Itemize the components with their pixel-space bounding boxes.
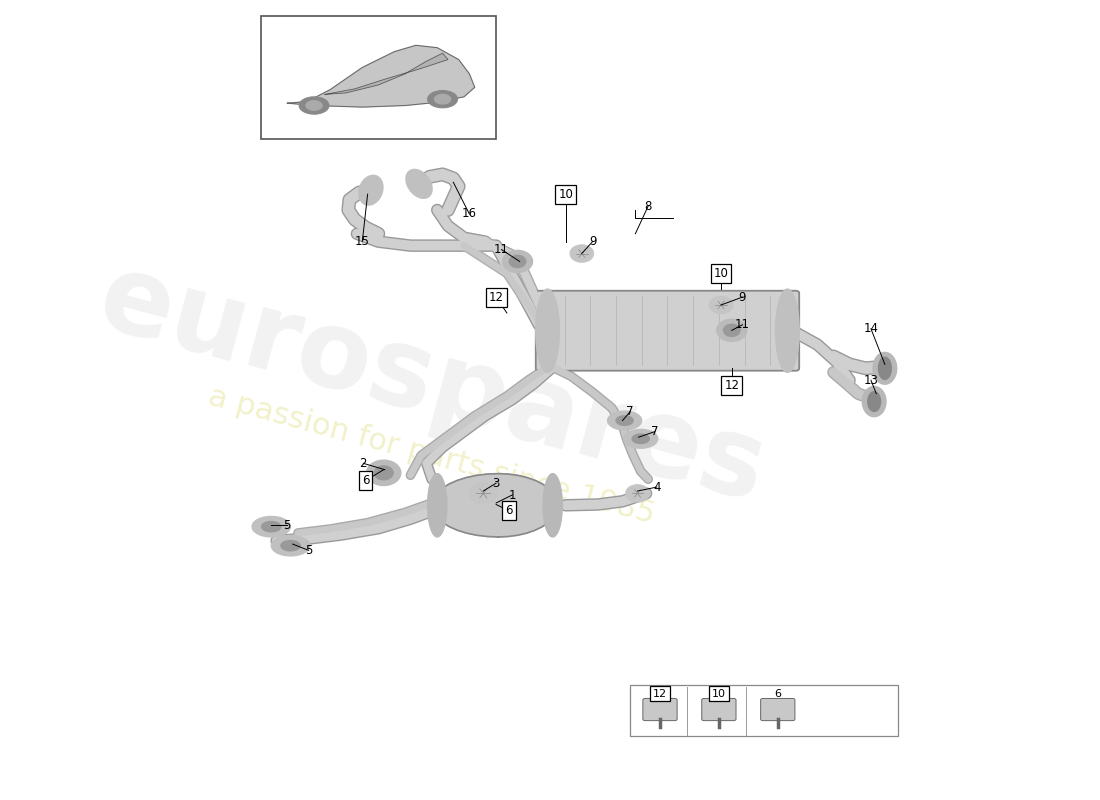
Circle shape (470, 483, 497, 504)
Ellipse shape (428, 90, 458, 108)
Text: 11: 11 (735, 318, 750, 331)
Text: 7: 7 (626, 406, 634, 418)
Ellipse shape (632, 434, 649, 443)
Ellipse shape (862, 386, 886, 417)
Text: 12: 12 (488, 290, 504, 303)
FancyBboxPatch shape (702, 698, 736, 721)
Text: 5: 5 (305, 544, 312, 557)
Text: 6: 6 (362, 474, 370, 487)
Ellipse shape (272, 535, 310, 556)
Text: 10: 10 (714, 267, 728, 280)
Text: 13: 13 (864, 374, 879, 386)
Polygon shape (324, 54, 448, 94)
Text: 12: 12 (653, 689, 667, 698)
Text: 9: 9 (739, 290, 746, 303)
Ellipse shape (299, 97, 329, 114)
Circle shape (366, 460, 400, 486)
Circle shape (724, 324, 740, 337)
Text: 14: 14 (864, 322, 879, 335)
Circle shape (626, 485, 649, 502)
Circle shape (374, 466, 393, 480)
Ellipse shape (434, 94, 451, 104)
Ellipse shape (868, 392, 881, 411)
Ellipse shape (616, 416, 634, 426)
Ellipse shape (543, 474, 562, 537)
Text: 16: 16 (462, 207, 477, 221)
Text: 11: 11 (494, 243, 509, 256)
Polygon shape (432, 474, 558, 537)
Text: 6: 6 (505, 504, 513, 518)
Text: eurospares: eurospares (87, 244, 777, 524)
Ellipse shape (280, 541, 300, 551)
Ellipse shape (428, 474, 447, 537)
Ellipse shape (873, 353, 896, 384)
Text: 1: 1 (508, 489, 516, 502)
Circle shape (509, 255, 526, 267)
FancyBboxPatch shape (760, 698, 795, 721)
Ellipse shape (607, 411, 641, 430)
Text: 9: 9 (588, 235, 596, 248)
Text: 12: 12 (724, 379, 739, 392)
Circle shape (710, 296, 733, 314)
FancyBboxPatch shape (642, 698, 678, 721)
Text: 10: 10 (712, 689, 726, 698)
Ellipse shape (536, 289, 559, 372)
Ellipse shape (252, 516, 290, 537)
Ellipse shape (879, 358, 891, 379)
Text: a passion for parts since 1985: a passion for parts since 1985 (206, 382, 658, 529)
Text: 3: 3 (493, 477, 499, 490)
Text: 5: 5 (284, 518, 292, 531)
Ellipse shape (262, 522, 280, 532)
Text: 6: 6 (774, 689, 781, 698)
Circle shape (503, 250, 532, 273)
Bar (630, 685, 898, 737)
Text: 8: 8 (645, 199, 652, 213)
Polygon shape (287, 46, 475, 107)
Text: 7: 7 (651, 425, 659, 438)
Text: 15: 15 (355, 235, 370, 248)
Ellipse shape (624, 430, 658, 448)
Ellipse shape (776, 289, 800, 372)
FancyBboxPatch shape (536, 290, 800, 370)
Ellipse shape (359, 175, 383, 205)
Ellipse shape (306, 101, 322, 110)
Text: 4: 4 (653, 481, 660, 494)
Text: 10: 10 (559, 188, 573, 201)
Circle shape (717, 319, 747, 342)
Text: 2: 2 (360, 457, 367, 470)
Ellipse shape (406, 170, 432, 198)
Circle shape (570, 245, 594, 262)
Bar (261, 16, 496, 138)
